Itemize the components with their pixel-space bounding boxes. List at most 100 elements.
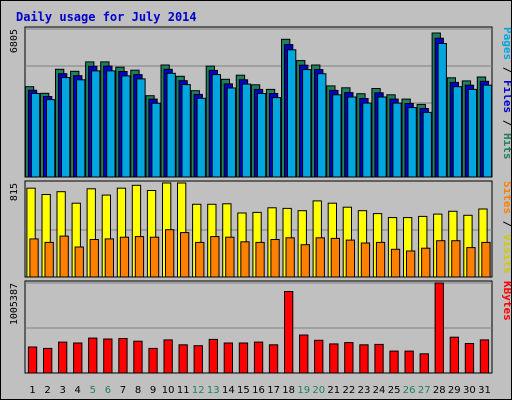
day-label-7: 7: [120, 385, 126, 396]
panel-kbytes-legend: KBytes: [501, 281, 511, 321]
bar-sites-day-17: [270, 239, 280, 278]
bar-pages-day-22: [347, 96, 357, 178]
bar-kbytes-day-22: [344, 342, 354, 374]
bar-kbytes-day-12: [193, 345, 203, 374]
bar-kbytes-day-8: [133, 340, 143, 374]
legend-entry: Files: [501, 80, 511, 113]
bar-pages-day-6: [106, 70, 116, 178]
bar-pages-day-29: [452, 86, 463, 178]
bar-pages-day-12: [196, 97, 206, 178]
bar-sites-day-10: [165, 229, 175, 278]
bar-kbytes-day-4: [73, 342, 83, 374]
bar-sites-day-27: [421, 247, 431, 278]
bar-pages-day-16: [256, 93, 267, 178]
bar-kbytes-day-7: [118, 338, 128, 374]
bar-pages-day-21: [332, 94, 342, 178]
day-label-9: 9: [150, 385, 156, 396]
day-label-5: 5: [90, 385, 96, 396]
bar-pages-day-17: [271, 97, 282, 178]
bar-kbytes-day-17: [268, 344, 279, 374]
bar-pages-day-26: [407, 107, 417, 178]
chart-title: Daily usage for July 2014: [16, 10, 197, 24]
bar-pages-day-14: [226, 87, 236, 178]
bar-kbytes-day-30: [464, 343, 475, 374]
day-label-24: 24: [373, 385, 386, 396]
day-label-28: 28: [433, 385, 446, 396]
bar-sites-day-19: [300, 244, 310, 278]
bar-sites-day-8: [134, 236, 145, 278]
panel-visits-ymax-label: 815: [9, 183, 20, 201]
day-label-15: 15: [237, 385, 250, 396]
bar-kbytes-day-14: [223, 342, 233, 374]
bar-pages-day-18: [287, 49, 297, 178]
bar-sites-day-22: [345, 239, 356, 278]
day-label-26: 26: [403, 385, 416, 396]
day-labels: 1 2 3 4 5 6 7 8 9 10 11 12 13 14 15 16 17 18 19 20 21 22 23 24 2…: [29, 385, 491, 396]
day-label-21: 21: [327, 385, 340, 396]
bar-kbytes-day-1: [27, 346, 38, 374]
panel-kbytes: 1005387 KBytes: [9, 280, 511, 374]
bar-sites-day-5: [89, 239, 99, 278]
panel-visits: 815 Sites / Visits: [9, 180, 511, 278]
bar-sites-day-18: [285, 237, 295, 278]
bar-pages-day-23: [362, 102, 372, 178]
day-label-2: 2: [44, 385, 50, 396]
bar-pages-day-11: [181, 84, 191, 178]
bar-kbytes-day-23: [359, 344, 369, 374]
bar-kbytes-day-19: [299, 334, 309, 374]
bar-sites-day-11: [180, 232, 190, 278]
bar-pages-day-31: [482, 84, 493, 178]
day-label-18: 18: [282, 385, 295, 396]
bar-pages-day-13: [211, 74, 221, 178]
bar-sites-day-1: [29, 238, 39, 278]
bar-pages-day-2: [46, 99, 56, 178]
day-label-4: 4: [75, 385, 81, 396]
bar-pages-day-15: [241, 83, 252, 178]
bar-pages-day-24: [377, 96, 387, 178]
bar-sites-day-21: [330, 237, 341, 278]
bar-kbytes-day-20: [314, 339, 324, 374]
bar-kbytes-day-31: [479, 339, 490, 374]
bar-sites-day-29: [451, 240, 461, 278]
bar-pages-day-4: [76, 79, 86, 178]
bar-pages-day-19: [302, 69, 312, 178]
day-label-23: 23: [358, 385, 371, 396]
bar-kbytes-day-21: [329, 343, 339, 374]
day-label-3: 3: [60, 385, 66, 396]
bar-kbytes-day-16: [253, 341, 264, 374]
day-label-12: 12: [192, 385, 205, 396]
bar-kbytes-day-27: [419, 353, 429, 374]
bar-kbytes-day-2: [43, 347, 53, 374]
day-label-19: 19: [297, 385, 310, 396]
legend-entry: KBytes: [501, 281, 511, 321]
bar-kbytes-day-15: [238, 342, 249, 374]
bar-pages-day-10: [166, 72, 176, 178]
bar-sites-day-3: [59, 235, 69, 278]
bar-pages-day-20: [317, 73, 327, 178]
day-label-8: 8: [135, 385, 141, 396]
bar-pages-day-28: [437, 43, 447, 178]
bar-pages-day-3: [61, 77, 71, 178]
bar-sites-day-30: [466, 247, 476, 278]
legend-entry: Pages: [501, 27, 511, 60]
day-label-1: 1: [29, 385, 35, 396]
bar-kbytes-day-26: [404, 350, 414, 374]
bar-pages-day-7: [121, 75, 131, 178]
day-label-10: 10: [162, 385, 175, 396]
bar-sites-day-9: [149, 236, 160, 278]
bar-kbytes-day-29: [449, 336, 460, 374]
legend-entry: /: [501, 60, 511, 80]
bar-sites-day-4: [74, 246, 84, 278]
bar-sites-day-6: [104, 238, 114, 278]
bar-kbytes-day-5: [88, 337, 98, 374]
bar-pages-day-25: [392, 102, 402, 178]
bar-sites-day-16: [255, 241, 265, 278]
panel-kbytes-ymax-label: 1005387: [9, 283, 20, 325]
bar-sites-day-14: [225, 236, 235, 278]
bar-sites-day-28: [436, 240, 446, 278]
bar-sites-day-7: [119, 236, 130, 278]
day-label-31: 31: [478, 385, 491, 396]
bar-pages-day-1: [30, 93, 41, 178]
day-label-6: 6: [105, 385, 111, 396]
